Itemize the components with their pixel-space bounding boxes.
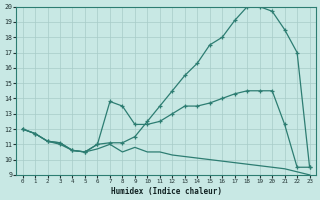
X-axis label: Humidex (Indice chaleur): Humidex (Indice chaleur) [111, 187, 221, 196]
